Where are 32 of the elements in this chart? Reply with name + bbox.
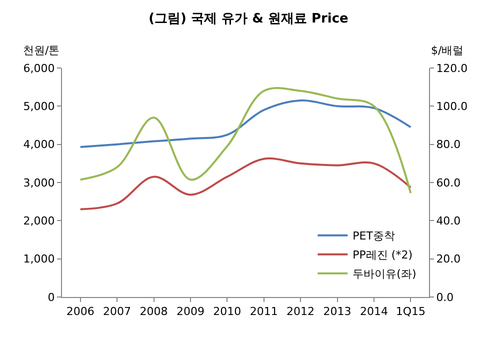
- y2-tick-label: 0.0: [436, 290, 454, 304]
- x-tick-label: 2009: [176, 305, 204, 318]
- y2-tick-label: 20.0: [436, 252, 461, 266]
- y-tick-label: 4,000: [23, 138, 55, 152]
- x-tick-label: 2008: [140, 305, 168, 318]
- x-tick-label: 1Q15: [396, 305, 426, 318]
- y2-tick-label: 40.0: [436, 214, 461, 228]
- y2-tick-label: 100.0: [436, 100, 468, 114]
- y-tick-label: 5,000: [23, 100, 55, 114]
- x-tick-label: 2006: [66, 305, 94, 318]
- line-series: [79, 157, 412, 210]
- x-tick-label: 2011: [250, 305, 278, 318]
- legend-label: PET중착: [352, 230, 395, 243]
- y-tick-label: 2,000: [23, 214, 55, 228]
- chart-title: (그림) 국제 유가 & 원재료 Price: [148, 12, 349, 27]
- x-tick-label: 2014: [360, 305, 388, 318]
- x-tick-label: 2007: [103, 305, 132, 318]
- legend-label: 두바이유(좌): [352, 268, 416, 281]
- y2-tick-label: 80.0: [436, 138, 461, 152]
- y-tick-label: 3,000: [23, 176, 55, 190]
- x-tick-label: 2012: [286, 305, 315, 318]
- y-axis-title: 천원/톤: [23, 44, 60, 57]
- y2-tick-label: 120.0: [436, 62, 468, 75]
- line-series: [79, 99, 412, 148]
- y-tick-label: 1,000: [23, 252, 55, 266]
- y-tick-label: 6,000: [23, 62, 55, 75]
- x-tick-label: 2013: [323, 305, 352, 318]
- y2-tick-label: 60.0: [436, 176, 461, 190]
- legend-label: PP레진 (*2): [352, 248, 413, 262]
- y-tick-label: 0: [48, 290, 55, 304]
- x-tick-label: 2010: [213, 305, 242, 318]
- y2-axis-title: $/배럴: [431, 44, 464, 57]
